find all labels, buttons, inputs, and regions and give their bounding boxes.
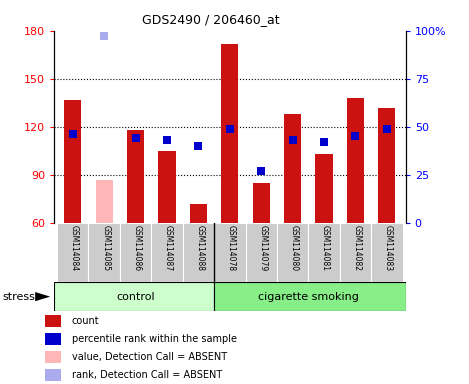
Bar	[378, 108, 395, 223]
Text: GSM114081: GSM114081	[321, 225, 330, 271]
Point	[352, 133, 359, 139]
Point	[69, 131, 76, 137]
Bar	[54, 282, 214, 311]
Text: GSM114086: GSM114086	[133, 225, 142, 271]
Point	[257, 168, 265, 174]
Text: GDS2490 / 206460_at: GDS2490 / 206460_at	[142, 13, 280, 26]
Bar	[64, 99, 82, 223]
Bar	[151, 223, 183, 282]
Bar	[120, 223, 151, 282]
Bar	[340, 223, 371, 282]
Bar	[45, 351, 61, 363]
Text: GSM114082: GSM114082	[353, 225, 362, 271]
Text: rank, Detection Call = ABSENT: rank, Detection Call = ABSENT	[72, 370, 222, 380]
Text: GSM114079: GSM114079	[258, 225, 267, 271]
Text: control: control	[116, 291, 155, 302]
Point	[226, 126, 234, 132]
Text: GSM114085: GSM114085	[101, 225, 110, 271]
Bar	[214, 282, 406, 311]
Bar	[245, 223, 277, 282]
Bar	[277, 223, 308, 282]
Bar	[57, 223, 89, 282]
Bar	[315, 154, 333, 223]
Text: value, Detection Call = ABSENT: value, Detection Call = ABSENT	[72, 352, 227, 362]
Point	[195, 143, 202, 149]
Text: GSM114083: GSM114083	[384, 225, 393, 271]
Point	[289, 137, 296, 143]
Text: GSM114078: GSM114078	[227, 225, 236, 271]
Point	[163, 137, 171, 143]
Bar	[127, 130, 144, 223]
Text: GSM114088: GSM114088	[196, 225, 204, 271]
Bar	[347, 98, 364, 223]
Text: percentile rank within the sample: percentile rank within the sample	[72, 334, 237, 344]
Text: GSM114087: GSM114087	[164, 225, 173, 271]
Point	[132, 135, 139, 141]
Text: stress: stress	[2, 291, 35, 302]
Bar	[183, 223, 214, 282]
Point	[383, 126, 391, 132]
Point	[100, 33, 108, 40]
Bar	[45, 315, 61, 327]
Text: count: count	[72, 316, 99, 326]
Bar	[96, 180, 113, 223]
Bar	[45, 333, 61, 345]
Text: GSM114084: GSM114084	[70, 225, 79, 271]
Bar	[221, 43, 238, 223]
Bar	[159, 151, 175, 223]
Polygon shape	[35, 292, 50, 301]
Bar	[45, 369, 61, 381]
Bar	[89, 223, 120, 282]
Bar	[253, 183, 270, 223]
Point	[320, 139, 328, 145]
Bar	[190, 204, 207, 223]
Bar	[214, 223, 245, 282]
Bar	[308, 223, 340, 282]
Text: cigarette smoking: cigarette smoking	[258, 291, 359, 302]
Bar	[284, 114, 301, 223]
Text: GSM114080: GSM114080	[290, 225, 299, 271]
Bar	[371, 223, 402, 282]
